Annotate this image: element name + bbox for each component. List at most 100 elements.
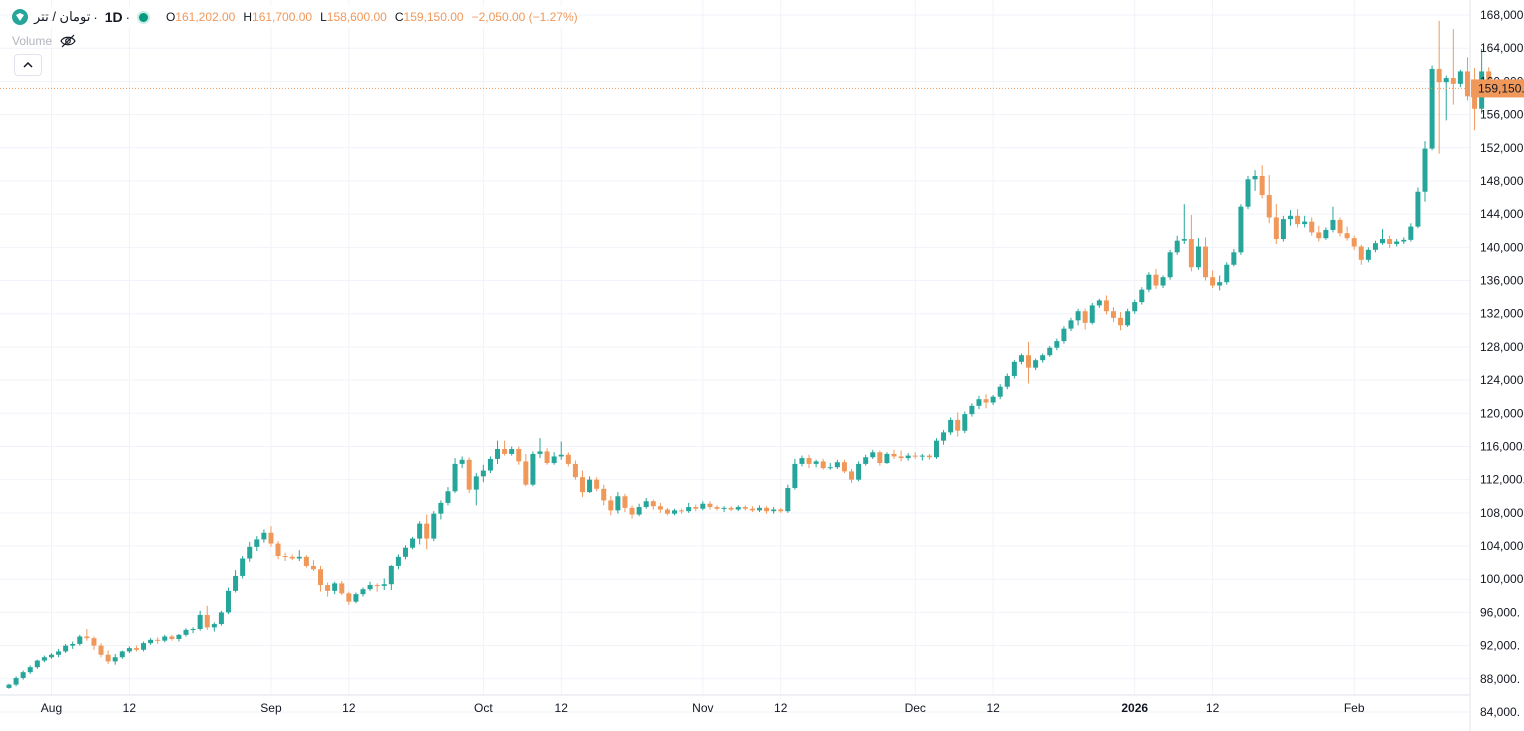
candle[interactable] <box>1139 287 1145 305</box>
candle[interactable] <box>565 452 571 467</box>
candle[interactable] <box>211 622 217 632</box>
candle[interactable] <box>1280 215 1286 242</box>
candle[interactable] <box>98 643 104 658</box>
candle[interactable] <box>813 459 819 468</box>
candle[interactable] <box>162 634 168 643</box>
candle[interactable] <box>905 453 911 461</box>
candle[interactable] <box>1089 302 1095 325</box>
candle[interactable] <box>558 441 564 460</box>
candle[interactable] <box>1224 262 1230 285</box>
candle[interactable] <box>268 526 274 547</box>
candle[interactable] <box>1238 204 1244 255</box>
candle[interactable] <box>1337 217 1343 237</box>
candle[interactable] <box>827 463 833 470</box>
candle[interactable] <box>176 634 182 642</box>
candle[interactable] <box>1287 209 1293 226</box>
candle[interactable] <box>955 412 961 437</box>
candle[interactable] <box>1365 247 1371 263</box>
candle[interactable] <box>650 499 656 510</box>
candle[interactable] <box>20 670 26 680</box>
candle[interactable] <box>27 665 33 674</box>
candle[interactable] <box>912 452 918 459</box>
candle[interactable] <box>544 448 550 465</box>
candle[interactable] <box>431 511 437 542</box>
candle[interactable] <box>898 450 904 462</box>
candle[interactable] <box>700 501 706 511</box>
candle[interactable] <box>261 529 267 543</box>
candle[interactable] <box>466 457 472 493</box>
candle[interactable] <box>1160 275 1166 288</box>
candle[interactable] <box>799 455 805 467</box>
candle[interactable] <box>594 477 600 492</box>
candle[interactable] <box>962 411 968 434</box>
candle[interactable] <box>70 641 76 649</box>
candle[interactable] <box>183 628 189 637</box>
candle[interactable] <box>707 501 713 510</box>
candle[interactable] <box>1295 209 1301 228</box>
candle[interactable] <box>778 507 784 513</box>
candle[interactable] <box>1252 170 1258 191</box>
candle[interactable] <box>1195 238 1201 270</box>
candle[interactable] <box>742 505 748 511</box>
candle[interactable] <box>438 500 444 520</box>
candle[interactable] <box>990 395 996 405</box>
candle[interactable] <box>849 468 855 483</box>
candle[interactable] <box>346 591 352 605</box>
candle[interactable] <box>997 384 1003 400</box>
candle[interactable] <box>495 440 501 464</box>
candle[interactable] <box>1203 237 1209 281</box>
candle[interactable] <box>41 655 47 663</box>
candle[interactable] <box>643 497 649 509</box>
candle[interactable] <box>318 565 324 592</box>
candle[interactable] <box>339 580 345 596</box>
candle[interactable] <box>1047 346 1053 357</box>
candle[interactable] <box>112 653 118 665</box>
volume-label[interactable]: Volume <box>12 34 53 48</box>
candle[interactable] <box>1153 268 1159 289</box>
candle[interactable] <box>1210 270 1216 288</box>
candle[interactable] <box>148 638 154 645</box>
candle[interactable] <box>1436 20 1442 154</box>
candle[interactable] <box>792 458 798 490</box>
market-status-dot[interactable] <box>138 12 148 22</box>
candle[interactable] <box>587 476 593 493</box>
candle[interactable] <box>190 627 196 634</box>
candle[interactable] <box>1075 308 1081 326</box>
candle[interactable] <box>374 583 380 592</box>
candle[interactable] <box>1273 204 1279 245</box>
candle[interactable] <box>622 493 628 513</box>
candle[interactable] <box>764 506 770 514</box>
candle[interactable] <box>1358 244 1364 265</box>
candle[interactable] <box>1231 248 1237 267</box>
candle[interactable] <box>126 646 132 654</box>
candle[interactable] <box>1259 165 1265 199</box>
candle[interactable] <box>218 610 224 626</box>
candle[interactable] <box>1309 217 1315 236</box>
candle[interactable] <box>1429 65 1435 151</box>
candle[interactable] <box>1181 204 1187 245</box>
candle[interactable] <box>282 552 288 561</box>
candle[interactable] <box>579 470 585 498</box>
candle[interactable] <box>1125 308 1131 327</box>
candle[interactable] <box>1401 237 1407 245</box>
candle[interactable] <box>884 452 890 464</box>
candle[interactable] <box>310 560 316 571</box>
candle[interactable] <box>933 438 939 459</box>
candle[interactable] <box>941 429 947 445</box>
eye-off-icon[interactable] <box>60 34 76 48</box>
candle[interactable] <box>1096 298 1102 308</box>
candle[interactable] <box>1422 141 1428 202</box>
candle[interactable] <box>381 578 387 591</box>
candle[interactable] <box>424 514 430 550</box>
candle[interactable] <box>502 440 508 456</box>
candle[interactable] <box>1040 353 1046 363</box>
candle[interactable] <box>1217 275 1223 291</box>
candle[interactable] <box>1061 326 1067 344</box>
time-axis[interactable]: Aug 12 Sep 12 Oct 12 Nov 12 Dec 12 2026 12 Feb <box>41 701 1365 715</box>
candle[interactable] <box>275 541 281 560</box>
candle[interactable] <box>233 570 239 593</box>
candle[interactable] <box>820 458 826 470</box>
candle[interactable] <box>1033 358 1039 371</box>
candle[interactable] <box>105 650 111 664</box>
